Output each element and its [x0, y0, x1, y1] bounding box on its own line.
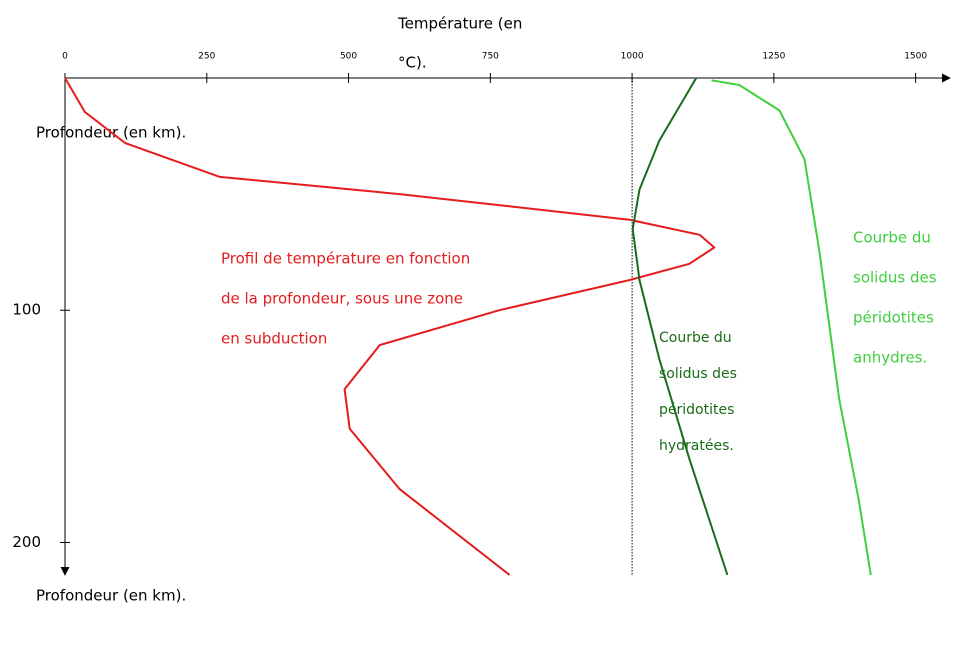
annotation: de la profondeur, sous une zone — [221, 290, 463, 308]
annotation: en subduction — [221, 330, 327, 348]
curve — [64, 77, 716, 576]
curve — [631, 77, 729, 576]
annotation: anhydres. — [853, 349, 927, 367]
annotation: solidus des — [659, 366, 737, 382]
x-axis-label: °C). — [398, 54, 427, 72]
annotation: péridotites — [853, 309, 934, 327]
x-tick-label: 750 — [482, 52, 499, 62]
annotation: péridotites — [659, 402, 734, 418]
x-tick-label: 1500 — [904, 52, 927, 62]
y-tick-label: 100 — [12, 301, 41, 319]
annotation: hydratées. — [659, 438, 734, 454]
x-axis-label: Température (en — [397, 15, 522, 33]
annotation: solidus des — [853, 269, 937, 287]
curve — [711, 79, 872, 576]
x-tick-label: 250 — [198, 52, 215, 62]
y-tick-label: 200 — [12, 533, 41, 551]
y-axis-label: Profondeur (en km). — [36, 587, 186, 605]
x-tick-label: 500 — [340, 52, 357, 62]
x-tick-label: 0 — [62, 52, 68, 62]
annotation: Courbe du — [659, 330, 732, 346]
x-tick-label: 1250 — [762, 52, 785, 62]
x-tick-label: 1000 — [621, 52, 644, 62]
annotation: Profil de température en fonction — [221, 250, 470, 268]
annotation: Courbe du — [853, 229, 931, 247]
